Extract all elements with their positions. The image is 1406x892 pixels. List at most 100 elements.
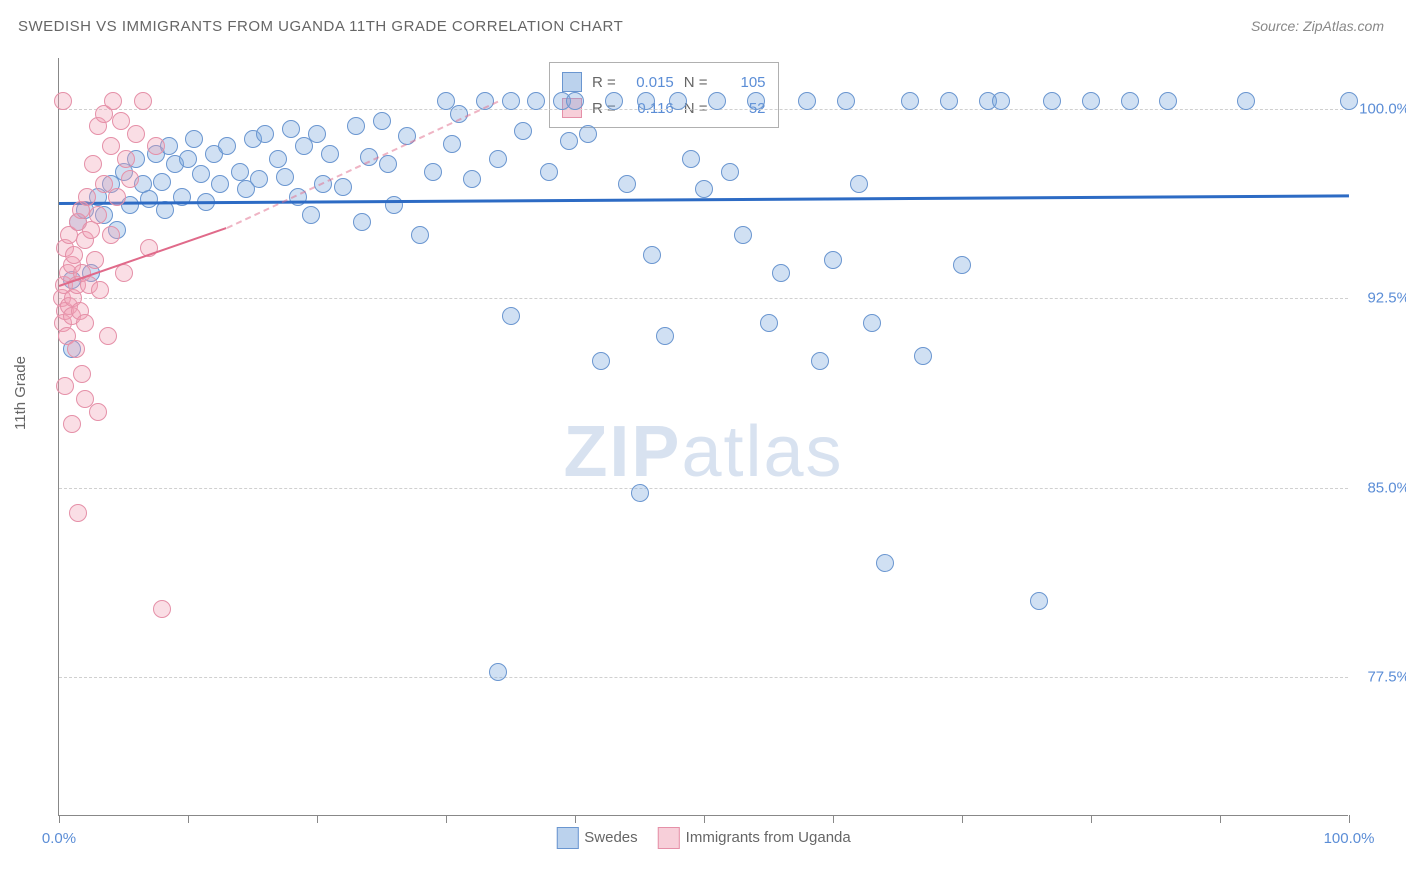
- data-point: [385, 196, 403, 214]
- data-point: [560, 132, 578, 150]
- data-point: [811, 352, 829, 370]
- data-point: [837, 92, 855, 110]
- data-point: [347, 117, 365, 135]
- data-point: [69, 504, 87, 522]
- data-point: [67, 340, 85, 358]
- n-label: N =: [684, 74, 708, 91]
- data-point: [1121, 92, 1139, 110]
- data-point: [56, 377, 74, 395]
- xtick: [1220, 815, 1221, 823]
- data-point: [527, 92, 545, 110]
- data-point: [76, 314, 94, 332]
- data-point: [321, 145, 339, 163]
- data-point: [876, 554, 894, 572]
- ytick-label: 85.0%: [1355, 479, 1406, 496]
- data-point: [102, 137, 120, 155]
- data-point: [108, 188, 126, 206]
- data-point: [231, 163, 249, 181]
- data-point: [353, 213, 371, 231]
- legend-swatch-blue: [562, 72, 582, 92]
- legend-item-swedes: Swedes: [556, 827, 637, 849]
- r-label: R =: [592, 74, 616, 91]
- data-point: [1030, 592, 1048, 610]
- data-point: [179, 150, 197, 168]
- swatch-blue: [556, 827, 578, 849]
- watermark-bold: ZIP: [563, 412, 681, 492]
- data-point: [992, 92, 1010, 110]
- data-point: [682, 150, 700, 168]
- xtick: [1091, 815, 1092, 823]
- data-point: [514, 122, 532, 140]
- data-point: [302, 206, 320, 224]
- legend-label: Swedes: [584, 829, 637, 846]
- n-value: 105: [718, 74, 766, 91]
- data-point: [104, 92, 122, 110]
- data-point: [669, 92, 687, 110]
- data-point: [708, 92, 726, 110]
- data-point: [308, 125, 326, 143]
- data-point: [747, 92, 765, 110]
- xtick: [962, 815, 963, 823]
- data-point: [379, 155, 397, 173]
- data-point: [579, 125, 597, 143]
- data-point: [153, 600, 171, 618]
- legend-label: Immigrants from Uganda: [686, 829, 851, 846]
- data-point: [953, 256, 971, 274]
- xtick: [59, 815, 60, 823]
- xtick: [188, 815, 189, 823]
- data-point: [901, 92, 919, 110]
- legend-row-swedes: R = 0.015 N = 105: [562, 69, 766, 95]
- data-point: [112, 112, 130, 130]
- data-point: [734, 226, 752, 244]
- data-point: [256, 125, 274, 143]
- data-point: [147, 137, 165, 155]
- data-point: [250, 170, 268, 188]
- xtick: [833, 815, 834, 823]
- data-point: [637, 92, 655, 110]
- data-point: [99, 327, 117, 345]
- xtick-label: 0.0%: [42, 830, 76, 847]
- data-point: [760, 314, 778, 332]
- scatter-chart: ZIPatlas R = 0.015 N = 105 R = 0.116 N =…: [58, 58, 1348, 816]
- data-point: [89, 403, 107, 421]
- watermark: ZIPatlas: [563, 411, 843, 493]
- data-point: [772, 264, 790, 282]
- data-point: [566, 92, 584, 110]
- data-point: [218, 137, 236, 155]
- data-point: [940, 92, 958, 110]
- data-point: [502, 307, 520, 325]
- data-point: [54, 92, 72, 110]
- xtick: [704, 815, 705, 823]
- data-point: [282, 120, 300, 138]
- gridline-h: [59, 109, 1348, 110]
- data-point: [121, 170, 139, 188]
- data-point: [102, 226, 120, 244]
- data-point: [211, 175, 229, 193]
- data-point: [269, 150, 287, 168]
- data-point: [824, 251, 842, 269]
- data-point: [86, 251, 104, 269]
- data-point: [334, 178, 352, 196]
- chart-title: SWEDISH VS IMMIGRANTS FROM UGANDA 11TH G…: [18, 18, 623, 35]
- data-point: [798, 92, 816, 110]
- data-point: [411, 226, 429, 244]
- swatch-pink: [658, 827, 680, 849]
- xtick-label: 100.0%: [1324, 830, 1375, 847]
- source-label: Source: ZipAtlas.com: [1251, 18, 1384, 34]
- data-point: [91, 281, 109, 299]
- data-point: [1159, 92, 1177, 110]
- data-point: [84, 155, 102, 173]
- data-point: [192, 165, 210, 183]
- xtick: [317, 815, 318, 823]
- data-point: [850, 175, 868, 193]
- gridline-h: [59, 488, 1348, 489]
- correlation-legend: R = 0.015 N = 105 R = 0.116 N = 52: [549, 62, 779, 128]
- data-point: [721, 163, 739, 181]
- data-point: [134, 92, 152, 110]
- data-point: [618, 175, 636, 193]
- data-point: [89, 206, 107, 224]
- data-point: [65, 246, 83, 264]
- data-point: [489, 150, 507, 168]
- xtick: [1349, 815, 1350, 823]
- data-point: [78, 188, 96, 206]
